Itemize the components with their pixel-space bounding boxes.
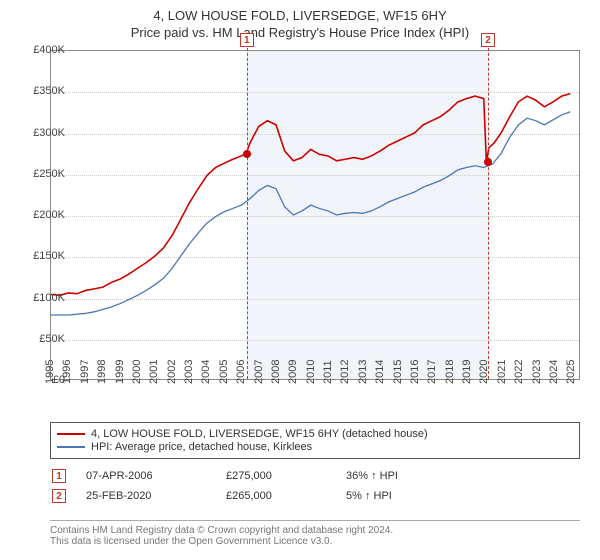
y-tick-label: £50K xyxy=(20,333,65,345)
legend-item: 4, LOW HOUSE FOLD, LIVERSEDGE, WF15 6HY … xyxy=(57,428,573,440)
footer-line: Contains HM Land Registry data © Crown c… xyxy=(50,525,580,536)
y-tick-label: £0 xyxy=(20,374,65,386)
x-tick-label: 2021 xyxy=(496,360,508,384)
x-tick-label: 2009 xyxy=(287,360,299,384)
x-tick-label: 2001 xyxy=(148,360,160,384)
y-tick-label: £300K xyxy=(20,127,65,139)
x-tick-label: 1999 xyxy=(114,360,126,384)
x-tick-label: 2002 xyxy=(166,360,178,384)
markers-table: 1 07-APR-2006 £275,000 36% ↑ HPI 2 25-FE… xyxy=(50,466,580,506)
chart-title: 4, LOW HOUSE FOLD, LIVERSEDGE, WF15 6HY xyxy=(0,8,600,23)
x-tick-label: 1998 xyxy=(96,360,108,384)
legend-swatch xyxy=(57,446,85,448)
footer-line: This data is licensed under the Open Gov… xyxy=(50,536,580,547)
chart-subtitle: Price paid vs. HM Land Registry's House … xyxy=(0,25,600,40)
x-tick-label: 2013 xyxy=(357,360,369,384)
sale-point xyxy=(484,158,492,166)
x-tick-label: 2023 xyxy=(531,360,543,384)
x-tick-label: 2011 xyxy=(322,360,334,384)
x-tick-label: 2005 xyxy=(218,360,230,384)
chart-plot-area: 12 xyxy=(50,50,580,380)
x-tick-label: 2016 xyxy=(409,360,421,384)
marker-number-box: 1 xyxy=(52,469,66,483)
x-tick-label: 2025 xyxy=(565,360,577,384)
x-tick-label: 2003 xyxy=(183,360,195,384)
marker-price: £265,000 xyxy=(226,490,326,502)
marker-date: 25-FEB-2020 xyxy=(86,490,206,502)
x-tick-label: 2017 xyxy=(426,360,438,384)
sale-point xyxy=(243,150,251,158)
marker-flag: 1 xyxy=(240,33,254,47)
x-tick-label: 2018 xyxy=(444,360,456,384)
marker-flag: 2 xyxy=(481,33,495,47)
marker-row: 2 25-FEB-2020 £265,000 5% ↑ HPI xyxy=(50,486,580,506)
x-tick-label: 2022 xyxy=(513,360,525,384)
chart-lines xyxy=(51,51,579,379)
legend-label: 4, LOW HOUSE FOLD, LIVERSEDGE, WF15 6HY … xyxy=(91,428,428,440)
x-tick-label: 2007 xyxy=(253,360,265,384)
x-tick-label: 2024 xyxy=(548,360,560,384)
x-tick-label: 2000 xyxy=(131,360,143,384)
y-tick-label: £250K xyxy=(20,168,65,180)
x-tick-label: 2014 xyxy=(374,360,386,384)
y-tick-label: £400K xyxy=(20,44,65,56)
legend: 4, LOW HOUSE FOLD, LIVERSEDGE, WF15 6HY … xyxy=(50,422,580,459)
legend-item: HPI: Average price, detached house, Kirk… xyxy=(57,441,573,453)
x-tick-label: 1995 xyxy=(44,360,56,384)
x-tick-label: 2004 xyxy=(200,360,212,384)
x-tick-label: 2008 xyxy=(270,360,282,384)
x-tick-label: 2010 xyxy=(305,360,317,384)
x-tick-label: 1997 xyxy=(79,360,91,384)
marker-row: 1 07-APR-2006 £275,000 36% ↑ HPI xyxy=(50,466,580,486)
marker-date: 07-APR-2006 xyxy=(86,470,206,482)
marker-delta: 36% ↑ HPI xyxy=(346,470,466,482)
legend-label: HPI: Average price, detached house, Kirk… xyxy=(91,441,312,453)
x-tick-label: 2020 xyxy=(478,360,490,384)
marker-number-box: 2 xyxy=(52,489,66,503)
x-tick-label: 2006 xyxy=(235,360,247,384)
x-tick-label: 2019 xyxy=(461,360,473,384)
y-tick-label: £200K xyxy=(20,209,65,221)
footer-attribution: Contains HM Land Registry data © Crown c… xyxy=(50,520,580,547)
marker-delta: 5% ↑ HPI xyxy=(346,490,466,502)
y-tick-label: £150K xyxy=(20,250,65,262)
legend-swatch xyxy=(57,433,85,435)
x-tick-label: 2015 xyxy=(392,360,404,384)
marker-price: £275,000 xyxy=(226,470,326,482)
x-tick-label: 2012 xyxy=(339,360,351,384)
x-tick-label: 1996 xyxy=(61,360,73,384)
y-tick-label: £350K xyxy=(20,85,65,97)
y-tick-label: £100K xyxy=(20,292,65,304)
